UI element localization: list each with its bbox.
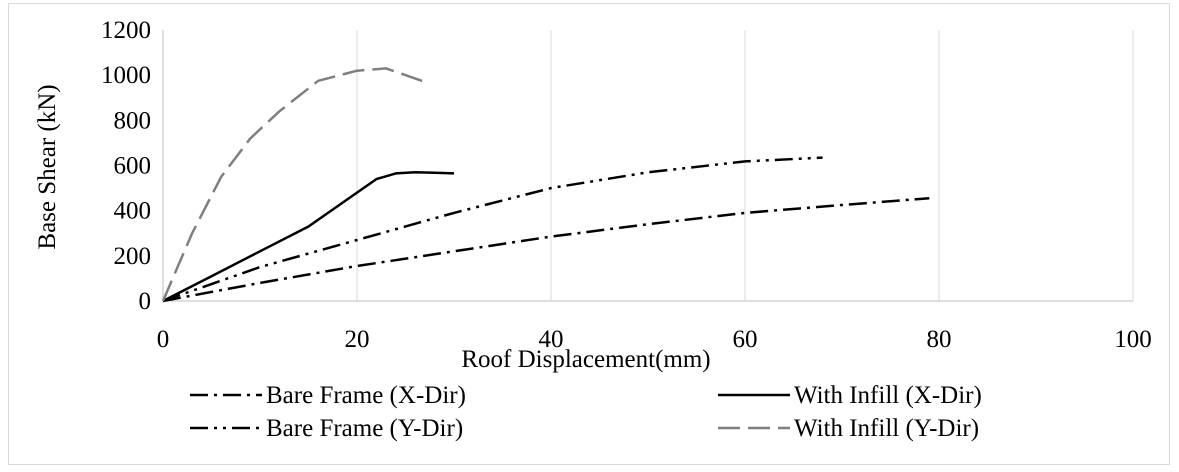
y-axis-title: Base Shear (kN) bbox=[34, 84, 61, 249]
legend-label: With Infill (X-Dir) bbox=[794, 382, 982, 409]
x-tick-label: 100 bbox=[1114, 326, 1152, 353]
y-tick-label: 1000 bbox=[101, 62, 151, 89]
x-tick-labels: 0 20 40 60 80 100 bbox=[157, 326, 1152, 353]
y-tick-label: 200 bbox=[114, 243, 152, 270]
legend: Bare Frame (X-Dir) With Infill (X-Dir) Bar… bbox=[190, 382, 982, 442]
series-line-4 bbox=[161, 67, 426, 302]
axes bbox=[162, 30, 1133, 302]
y-tick-label: 400 bbox=[114, 198, 152, 225]
series-line-2 bbox=[162, 171, 455, 303]
y-tick-label: 600 bbox=[114, 153, 152, 180]
legend-label: Bare Frame (Y-Dir) bbox=[266, 415, 463, 442]
x-axis-title: Roof Displacement(mm) bbox=[461, 346, 710, 373]
y-tick-label: 800 bbox=[114, 107, 152, 134]
x-tick-label: 0 bbox=[157, 326, 170, 353]
x-tick-label: 80 bbox=[927, 326, 952, 353]
series-line-1 bbox=[162, 196, 930, 303]
series-line-3 bbox=[162, 156, 823, 303]
chart-frame bbox=[8, 3, 1170, 465]
grid-lines bbox=[356, 30, 1134, 301]
legend-label: Bare Frame (X-Dir) bbox=[266, 382, 466, 409]
x-tick-label: 40 bbox=[539, 326, 564, 353]
legend-label: With Infill (Y-Dir) bbox=[794, 415, 979, 442]
x-tick-label: 20 bbox=[345, 326, 370, 353]
x-tick-label: 60 bbox=[733, 326, 758, 353]
y-tick-labels: 0 200 400 600 800 1000 1200 bbox=[101, 17, 151, 315]
series-lines bbox=[161, 67, 930, 303]
y-tick-label: 1200 bbox=[101, 17, 151, 44]
y-tick-label: 0 bbox=[139, 288, 152, 315]
